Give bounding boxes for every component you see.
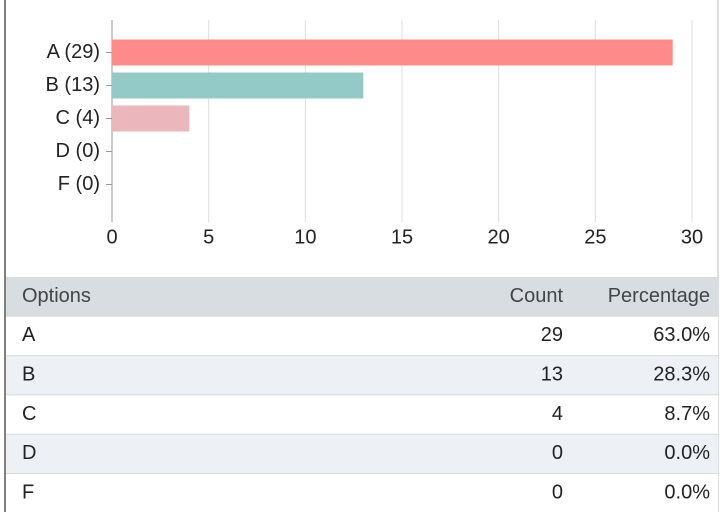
table-cell: 0.0% bbox=[664, 481, 710, 503]
table-cell: 8.7% bbox=[664, 403, 710, 425]
table-cell: 28.3% bbox=[653, 364, 710, 386]
y-tick-label: D (0) bbox=[56, 140, 100, 162]
table-row bbox=[6, 473, 718, 512]
y-tick-label: A (29) bbox=[47, 41, 100, 63]
column-header: Percentage bbox=[608, 285, 710, 307]
table-row bbox=[6, 434, 718, 474]
x-tick-label: 30 bbox=[681, 226, 703, 248]
table-cell: 0 bbox=[552, 481, 563, 503]
table-cell: 0.0% bbox=[664, 442, 710, 464]
table-cell: 4 bbox=[552, 403, 563, 425]
table-cell: C bbox=[22, 403, 36, 425]
column-header: Options bbox=[22, 285, 91, 307]
y-tick-label: C (4) bbox=[56, 107, 100, 129]
x-tick-label: 20 bbox=[488, 226, 510, 248]
table-cell: A bbox=[22, 324, 36, 346]
table-row bbox=[6, 394, 718, 435]
y-tick-label: F (0) bbox=[58, 173, 100, 195]
table-row bbox=[6, 316, 718, 356]
table-header bbox=[6, 277, 718, 317]
column-header: Count bbox=[510, 285, 564, 307]
table-cell: 29 bbox=[541, 324, 563, 346]
table-cell: D bbox=[22, 442, 36, 464]
x-tick-label: 15 bbox=[391, 226, 413, 248]
table-cell: 0 bbox=[552, 442, 563, 464]
x-tick-label: 10 bbox=[294, 226, 316, 248]
table-cell: F bbox=[22, 481, 34, 503]
table-cell: B bbox=[22, 364, 35, 386]
bar bbox=[112, 72, 364, 99]
table-cell: 63.0% bbox=[653, 324, 710, 346]
bar bbox=[112, 105, 190, 132]
x-tick-label: 25 bbox=[584, 226, 606, 248]
table-cell: 13 bbox=[541, 364, 563, 386]
y-tick-label: B (13) bbox=[46, 74, 100, 96]
table-row bbox=[6, 355, 718, 395]
bar bbox=[112, 39, 673, 66]
x-tick-label: 5 bbox=[203, 226, 214, 248]
x-tick-label: 0 bbox=[106, 226, 117, 248]
